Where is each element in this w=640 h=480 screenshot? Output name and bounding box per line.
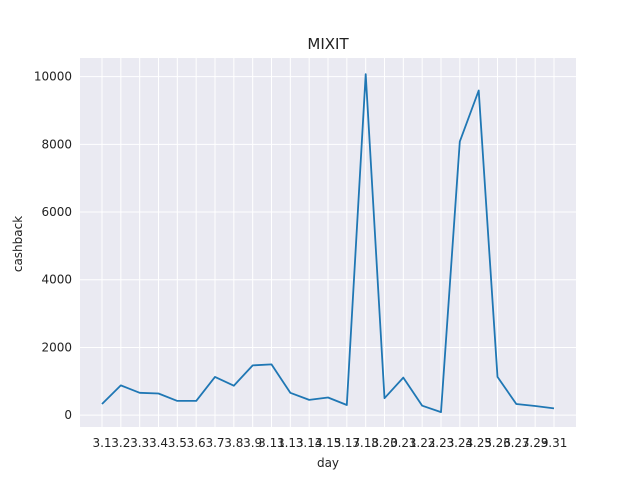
x-tick-label: 3.26: [484, 436, 511, 450]
y-tick-label: 8000: [41, 137, 72, 151]
x-tick-label: 3.14: [296, 436, 323, 450]
x-tick-label: 3.13: [277, 436, 304, 450]
x-tick-label: 3.5: [168, 436, 187, 450]
x-tick-label: 3.2: [111, 436, 130, 450]
series-line-cashback: [101, 73, 555, 414]
x-tick-label: 3.24: [446, 436, 473, 450]
y-tick-label: 10000: [34, 70, 72, 84]
x-tick-label: 3.18: [352, 436, 379, 450]
x-tick-label: 3.27: [503, 436, 530, 450]
x-tick-label: 3.25: [465, 436, 492, 450]
x-tick-label: 3.3: [130, 436, 149, 450]
x-axis-label: day: [317, 456, 339, 470]
y-axis-label: cashback: [11, 216, 25, 272]
x-tick-label: 3.7: [205, 436, 224, 450]
x-tick-label: 3.20: [371, 436, 398, 450]
x-tick-label: 3.1: [92, 436, 111, 450]
x-tick-label: 3.29: [522, 436, 549, 450]
y-tick-label: 2000: [41, 340, 72, 354]
x-tick-label: 3.31: [541, 436, 568, 450]
x-tick-label: 3.9: [243, 436, 262, 450]
x-tick-label: 3.11: [258, 436, 285, 450]
x-tick-label: 3.21: [390, 436, 417, 450]
y-tick-label: 4000: [41, 273, 72, 287]
y-tick-labels: 0 2000 4000 6000 8000 10000: [34, 70, 72, 423]
series-layer: [101, 73, 555, 414]
x-tick-label: 3.15: [315, 436, 342, 450]
chart-title: MIXIT: [307, 35, 349, 53]
y-tick-label: 0: [64, 408, 72, 422]
x-tick-label: 3.8: [224, 436, 243, 450]
x-tick-label: 3.23: [428, 436, 455, 450]
y-tick-label: 6000: [41, 205, 72, 219]
grid-lines: [80, 58, 576, 427]
x-tick-label: 3.17: [333, 436, 360, 450]
x-tick-label: 3.22: [409, 436, 436, 450]
x-tick-label: 3.4: [149, 436, 168, 450]
x-tick-label: 3.6: [187, 436, 206, 450]
x-tick-labels: 3.1 3.2 3.3 3.4 3.5 3.6 3.7 3.8 3.93.113.133.143…: [92, 436, 567, 450]
